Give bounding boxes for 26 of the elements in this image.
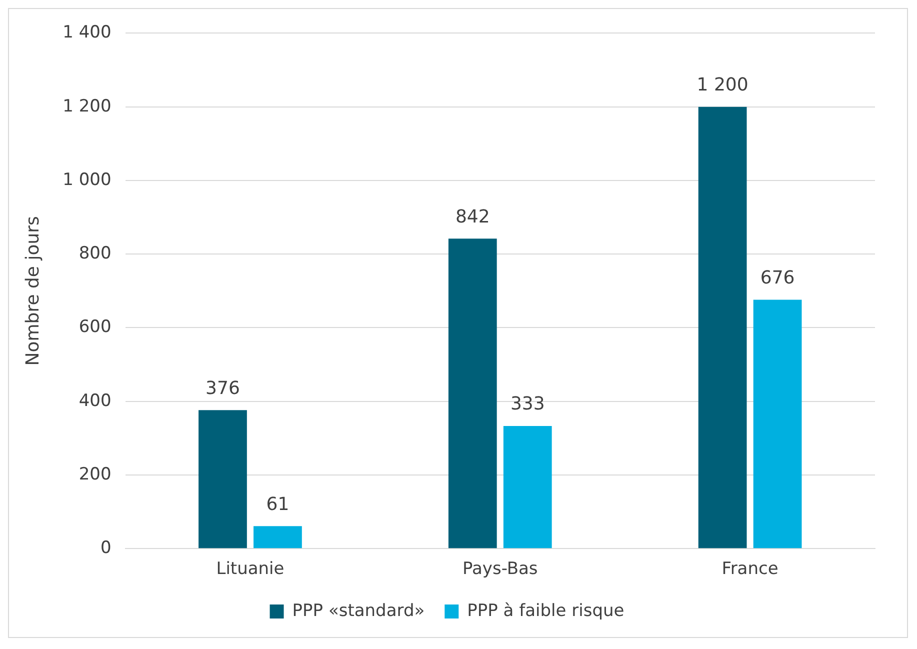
bar [503,426,552,548]
bar [198,410,247,548]
y-tick-label: 600 [78,317,112,338]
data-label: 842 [455,206,490,228]
bar [254,526,302,548]
data-label: 676 [760,267,795,288]
y-tick-label: 0 [100,538,112,558]
bar [753,300,802,548]
legend-label: PPP «standard» [292,600,425,621]
x-tick-label: Lituanie [216,559,284,580]
data-label: 333 [510,394,545,415]
bar [698,106,747,548]
y-tick-label: 800 [78,244,112,264]
data-label: 1 200 [696,74,748,96]
y-tick-label: 1 400 [62,22,112,43]
y-tick-label: 400 [78,390,112,411]
legend-label: PPP à faible risque [467,600,624,621]
x-tick-label: France [722,559,778,580]
y-tick-label: 1 200 [62,96,112,116]
y-tick-label: 1 000 [62,170,112,190]
y-axis-title: Nombre de jours [22,216,44,366]
x-tick-label: Pays-Bas [462,559,538,580]
bar [448,238,497,548]
data-label: 376 [206,378,240,399]
y-tick-label: 200 [78,464,112,484]
data-label: 61 [266,494,290,515]
